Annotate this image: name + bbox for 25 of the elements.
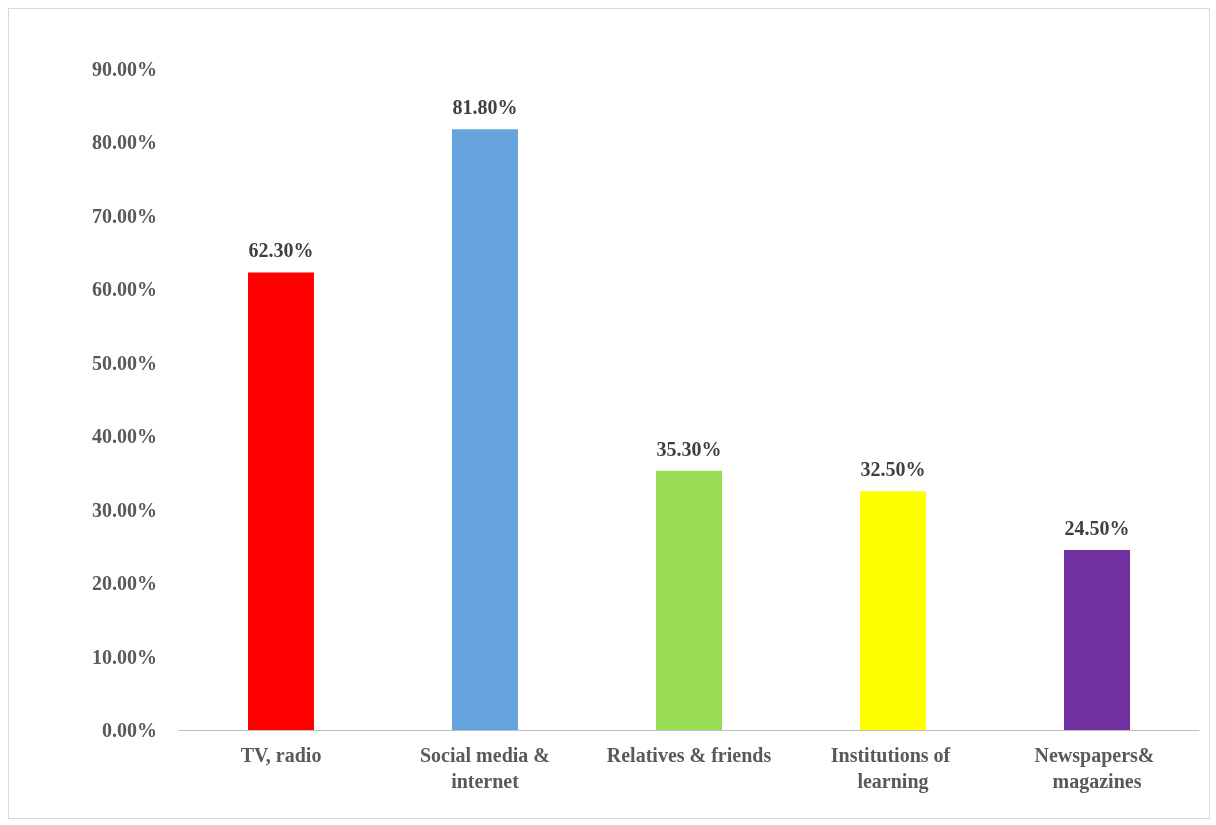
bar bbox=[452, 129, 518, 730]
data-label: 24.50% bbox=[1064, 517, 1130, 540]
x-tick-label: Institutions of learning bbox=[830, 744, 956, 793]
bar bbox=[248, 272, 314, 730]
data-label: 62.30% bbox=[248, 239, 314, 262]
y-tick-label: 90.00% bbox=[92, 58, 157, 80]
data-label: 81.80% bbox=[452, 96, 518, 119]
data-label: 32.50% bbox=[860, 458, 926, 481]
y-tick-label: 60.00% bbox=[92, 278, 157, 301]
y-tick-label: 70.00% bbox=[92, 204, 157, 227]
y-tick-label: 80.00% bbox=[92, 131, 157, 154]
y-tick-label: 30.00% bbox=[92, 498, 157, 521]
x-tick-label: Newspapers& magazines bbox=[1034, 744, 1160, 793]
x-tick-label: TV, radio bbox=[240, 744, 322, 766]
bar bbox=[1064, 550, 1130, 730]
y-tick-label: 20.00% bbox=[92, 572, 157, 595]
y-tick-label: 10.00% bbox=[92, 645, 157, 668]
y-tick-label: 50.00% bbox=[92, 351, 157, 374]
x-tick-label: Relatives & friends bbox=[606, 744, 772, 766]
bar bbox=[656, 470, 722, 730]
data-label: 35.30% bbox=[656, 437, 722, 460]
y-tick-label: 40.00% bbox=[92, 425, 157, 448]
x-tick-label: Social media &internet bbox=[420, 744, 550, 792]
y-tick-label: 0.00% bbox=[102, 719, 157, 741]
bar bbox=[860, 491, 926, 730]
